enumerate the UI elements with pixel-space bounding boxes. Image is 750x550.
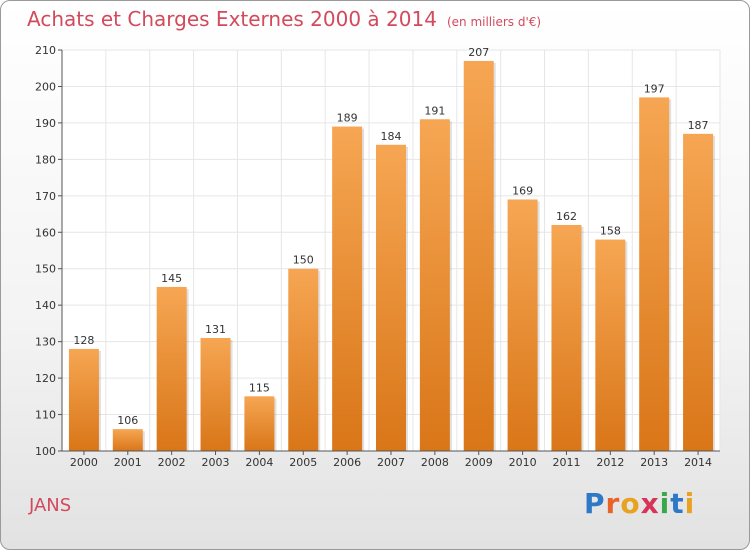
x-tick-label-2000: 2000 — [70, 456, 98, 469]
value-label-2003: 131 — [205, 323, 226, 336]
logo-letter: i — [684, 487, 696, 520]
value-label-2009: 207 — [468, 46, 489, 59]
bar-2004 — [244, 396, 275, 451]
value-label-2000: 128 — [73, 334, 94, 347]
value-label-2014: 187 — [688, 119, 709, 132]
bar-2010 — [507, 199, 538, 451]
bar-2005 — [288, 268, 319, 451]
value-label-2012: 158 — [600, 225, 621, 238]
logo-letter: o — [620, 487, 641, 520]
x-tick-label-2013: 2013 — [640, 456, 668, 469]
y-tick-label: 160 — [35, 226, 56, 239]
bar-2008 — [419, 119, 450, 451]
x-tick-label-2007: 2007 — [377, 456, 405, 469]
y-tick-label: 180 — [35, 153, 56, 166]
y-tick-label: 170 — [35, 190, 56, 203]
bar-2011 — [551, 224, 582, 451]
logo-letter: i — [659, 487, 671, 520]
logo-letter: t — [670, 487, 685, 520]
bar-2014 — [683, 133, 714, 451]
value-label-2007: 184 — [381, 130, 402, 143]
bar-2001 — [112, 429, 143, 451]
bar-2006 — [332, 126, 363, 452]
y-tick-label: 190 — [35, 117, 56, 130]
bar-2003 — [200, 337, 231, 451]
y-tick-label: 140 — [35, 299, 56, 312]
x-tick-label-2011: 2011 — [552, 456, 580, 469]
y-tick-label: 100 — [35, 445, 56, 458]
y-tick-label: 130 — [35, 336, 56, 349]
value-label-2008: 191 — [424, 104, 445, 117]
value-label-2006: 189 — [337, 112, 358, 125]
bar-2013 — [639, 97, 670, 452]
value-label-2001: 106 — [117, 414, 138, 427]
x-tick-label-2005: 2005 — [289, 456, 317, 469]
axes: 100 110 120 130 140 150 160 170 180 190 200 210 2000… — [35, 44, 720, 469]
x-tick-label-2014: 2014 — [684, 456, 712, 469]
value-label-2005: 150 — [293, 254, 314, 267]
bars: 128 106 145 131 115 150 189 184 191 207 169 162 158 1… — [68, 46, 716, 452]
x-tick-label-2012: 2012 — [596, 456, 624, 469]
logo-letter: r — [605, 487, 621, 520]
bar-2002 — [156, 286, 187, 451]
bar-2012 — [595, 239, 626, 451]
x-tick-label-2010: 2010 — [509, 456, 537, 469]
value-label-2013: 197 — [644, 82, 665, 95]
x-tick-label-2001: 2001 — [114, 456, 142, 469]
x-tick-label-2008: 2008 — [421, 456, 449, 469]
logo-letter: P — [584, 487, 606, 520]
y-tick-label: 120 — [35, 372, 56, 385]
y-tick-label: 200 — [35, 80, 56, 93]
proxiti-logo: Proxiti — [584, 487, 695, 520]
x-tick-label-2009: 2009 — [465, 456, 493, 469]
y-tick-label: 110 — [35, 409, 56, 422]
bar-2009 — [463, 60, 494, 451]
value-label-2004: 115 — [249, 381, 270, 394]
bar-2007 — [376, 144, 406, 452]
x-tick-label-2006: 2006 — [333, 456, 361, 469]
x-tick-label-2004: 2004 — [245, 456, 273, 469]
y-tick-label: 210 — [35, 44, 56, 57]
value-label-2011: 162 — [556, 210, 577, 223]
commune-name: JANS — [29, 495, 72, 516]
value-label-2002: 145 — [161, 272, 182, 285]
y-tick-label: 150 — [35, 263, 56, 276]
x-tick-label-2003: 2003 — [202, 456, 230, 469]
chart-title-text: Achats et Charges Externes 2000 à 2014 — [27, 7, 437, 31]
logo-letter: x — [640, 487, 660, 520]
bar-2000 — [68, 348, 99, 451]
value-label-2010: 169 — [512, 184, 533, 197]
chart-subtitle: (en milliers d'€) — [446, 15, 542, 29]
x-tick-label-2002: 2002 — [158, 456, 186, 469]
chart-title: Achats et Charges Externes 2000 à 2014 (e… — [27, 7, 541, 31]
